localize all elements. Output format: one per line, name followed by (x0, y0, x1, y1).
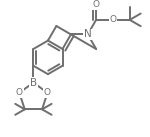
Text: O: O (110, 15, 116, 24)
Text: N: N (84, 29, 92, 39)
Text: B: B (30, 78, 37, 88)
Text: O: O (16, 88, 23, 97)
Text: O: O (44, 88, 51, 97)
Text: O: O (93, 0, 100, 9)
